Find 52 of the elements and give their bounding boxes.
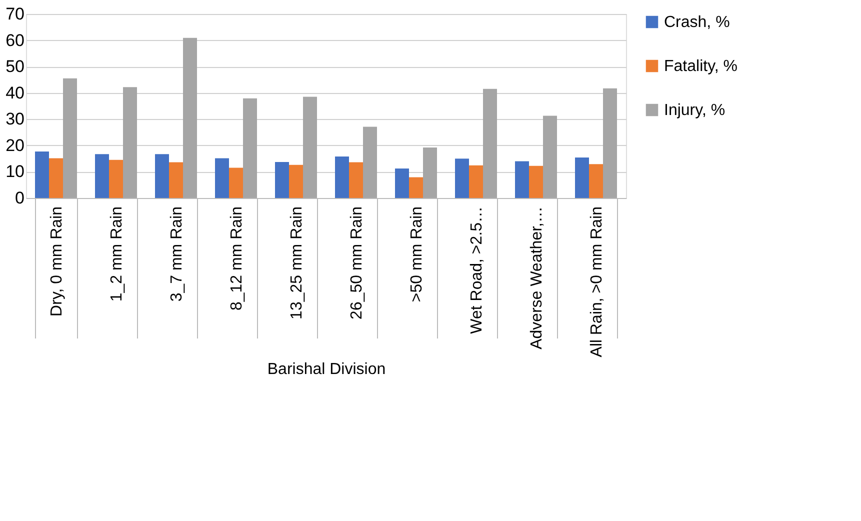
bar [603,88,617,198]
x-tick-label: Adverse Weather,… [528,206,546,350]
legend-label: Injury, % [664,102,726,119]
y-tick-label: 70 [6,4,24,24]
bar [123,87,137,198]
y-tick-label: 0 [15,188,24,208]
bar [589,164,603,198]
bar [63,78,77,198]
bar [49,158,63,198]
bar [109,160,123,198]
bar [515,161,529,198]
bar [289,164,303,198]
x-tick-label: Wet Road, >2.5… [468,206,486,334]
bar [335,156,349,198]
bar [409,177,423,198]
bar [155,154,169,198]
bar [455,158,469,198]
x-axis-title: Barishal Division [267,361,386,378]
bar [95,154,109,198]
bar [483,88,497,198]
bar [35,151,49,198]
x-tick-label: 26_50 mm Rain [348,206,366,320]
y-tick-label: 50 [6,57,24,76]
bar [395,168,409,198]
bar [543,116,557,198]
x-tick-label: 1_2 mm Rain [108,206,126,302]
bar [363,126,377,198]
x-tick-label: All Rain, >0 mm Rain [588,206,606,358]
x-tick-label: Dry, 0 mm Rain [48,206,66,316]
x-tick-label: 3_7 mm Rain [168,206,186,302]
bar [303,96,317,198]
bar [215,158,229,198]
y-tick-label: 30 [6,110,24,129]
legend-label: Fatality, % [664,58,738,75]
bar [423,148,437,198]
bar [169,162,183,198]
bar [275,162,289,198]
bar [183,38,197,198]
x-tick-label: 13_25 mm Rain [288,206,306,320]
bar [469,165,483,198]
bar [349,162,363,198]
legend-label: Crash, % [664,14,730,31]
bar [575,158,589,198]
y-tick-label: 60 [6,30,24,50]
x-tick-label: 8_12 mm Rain [228,206,246,311]
bar [243,98,257,198]
y-tick-label: 40 [6,83,24,102]
bar [529,166,543,198]
x-tick-label: >50 mm Rain [408,206,426,302]
bar [229,168,243,198]
y-tick-label: 10 [6,162,24,182]
y-tick-label: 20 [6,136,24,155]
